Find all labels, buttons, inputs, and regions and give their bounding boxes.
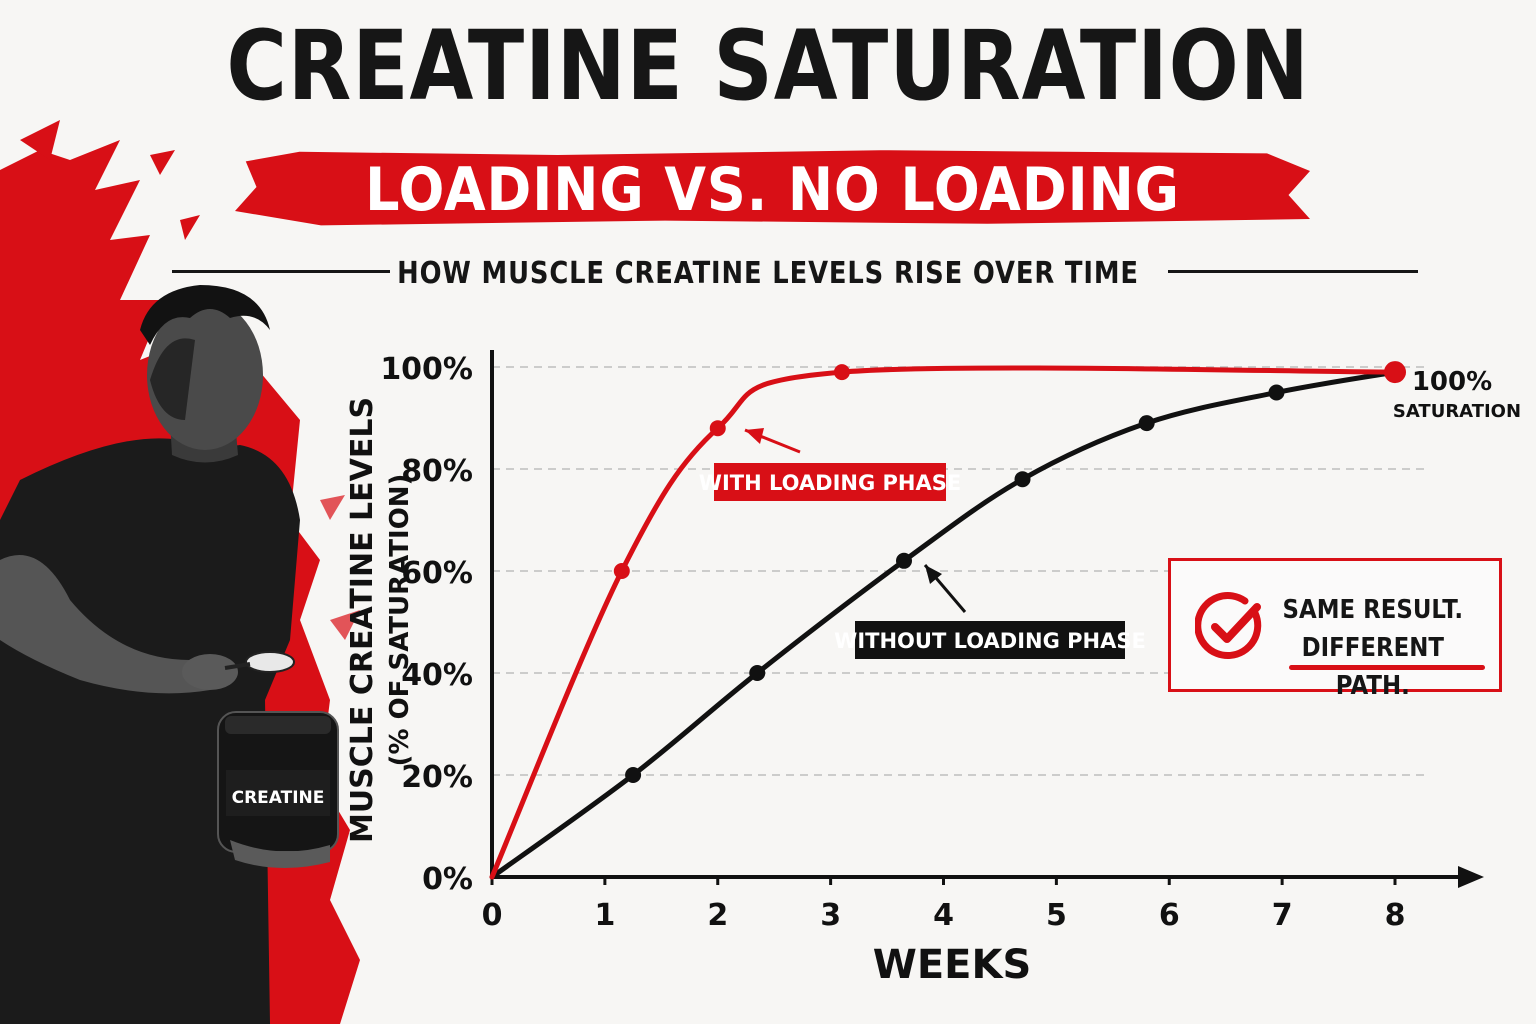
subtitle-banner [235, 150, 1310, 226]
data-point [895, 552, 912, 569]
x-tick-label: 4 [933, 898, 954, 933]
axes [490, 350, 1484, 888]
end-annotation-value: 100% [1412, 367, 1492, 397]
data-point [1138, 415, 1155, 432]
tagline-rule-left [172, 270, 390, 273]
data-point [613, 563, 630, 579]
end-annotation-label: SATURATION [1393, 401, 1521, 422]
series-label-no-loading: WITHOUT LOADING PHASE [834, 629, 1146, 653]
arrow-head-loading [745, 428, 764, 444]
series-label-no-loading-bg [855, 621, 1125, 659]
y-tick-label: 0% [422, 862, 473, 897]
series-label-loading: WITH LOADING PHASE [699, 471, 961, 495]
data-point [1014, 471, 1031, 488]
x-tick-label: 0 [482, 898, 503, 933]
x-tick-label: 2 [707, 898, 728, 933]
y-tick-label: 60% [401, 556, 473, 591]
data-point [749, 665, 766, 681]
result-callout: SAME RESULT. DIFFERENT PATH. [1168, 558, 1502, 701]
x-tick-label: 3 [820, 898, 841, 933]
arm [0, 555, 210, 694]
y-tick-label: 80% [401, 454, 473, 489]
chart-labels: 0% 20% 40% 60% 80% 100% 0 1 2 3 4 5 6 7 8 WEEKS MUSCLE C… [345, 352, 1521, 988]
series-label-loading-bg [714, 463, 946, 501]
y-axis-label-line2: (% OF SATURATION) [385, 474, 415, 767]
page-tagline: HOW MUSCLE CREATINE LEVELS RISE OVER TIM… [397, 256, 1139, 291]
data-point [1384, 361, 1406, 384]
x-axis-arrow [1458, 866, 1484, 888]
callout-line-2: DIFFERENT PATH. [1301, 633, 1444, 701]
y-tick-label: 100% [380, 352, 473, 387]
checkmark-icon [1195, 592, 1262, 660]
y-axis-label-line1: MUSCLE CREATINE LEVELS [345, 397, 380, 843]
shirt [0, 438, 300, 1024]
x-tick-label: 8 [1385, 898, 1406, 933]
callout-text: SAME RESULT. DIFFERENT PATH. [1276, 591, 1470, 705]
data-point [1268, 384, 1285, 401]
x-tick-label: 7 [1272, 898, 1293, 933]
y-tick-label: 20% [401, 760, 473, 795]
y-tick-label: 40% [401, 658, 473, 693]
series-line-loading [489, 365, 1398, 880]
page-title: CREATINE SATURATION [226, 10, 1310, 122]
callout-underline [1289, 665, 1485, 670]
jar-label: CREATINE [232, 788, 325, 808]
x-axis-label: WEEKS [873, 942, 1032, 988]
series-lines [489, 361, 1406, 880]
data-point [625, 767, 642, 783]
scoop [245, 651, 295, 673]
x-tick-label: 6 [1159, 898, 1180, 933]
hair [140, 285, 270, 345]
x-tick-label: 5 [1046, 898, 1067, 933]
callout-line-1: SAME RESULT. [1282, 595, 1464, 625]
page-subtitle: LOADING VS. NO LOADING [365, 155, 1180, 225]
arrow-head-no-loading [925, 565, 942, 584]
data-point [833, 364, 850, 381]
tagline-rule-right [1168, 270, 1418, 273]
data-point [709, 420, 726, 437]
x-tick-label: 1 [594, 898, 615, 933]
